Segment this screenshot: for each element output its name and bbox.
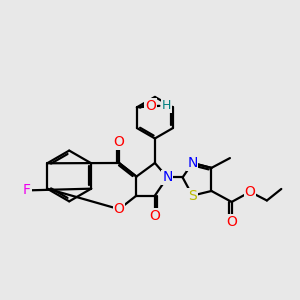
- Text: O: O: [114, 202, 124, 216]
- Text: S: S: [188, 189, 197, 202]
- Text: O: O: [114, 135, 124, 149]
- Text: F: F: [23, 183, 31, 197]
- Text: N: N: [187, 156, 198, 170]
- Text: N: N: [162, 170, 172, 184]
- Text: O: O: [226, 215, 237, 229]
- Text: O: O: [145, 99, 156, 113]
- Text: O: O: [245, 185, 256, 199]
- Text: O: O: [149, 209, 160, 223]
- Text: H: H: [162, 99, 171, 112]
